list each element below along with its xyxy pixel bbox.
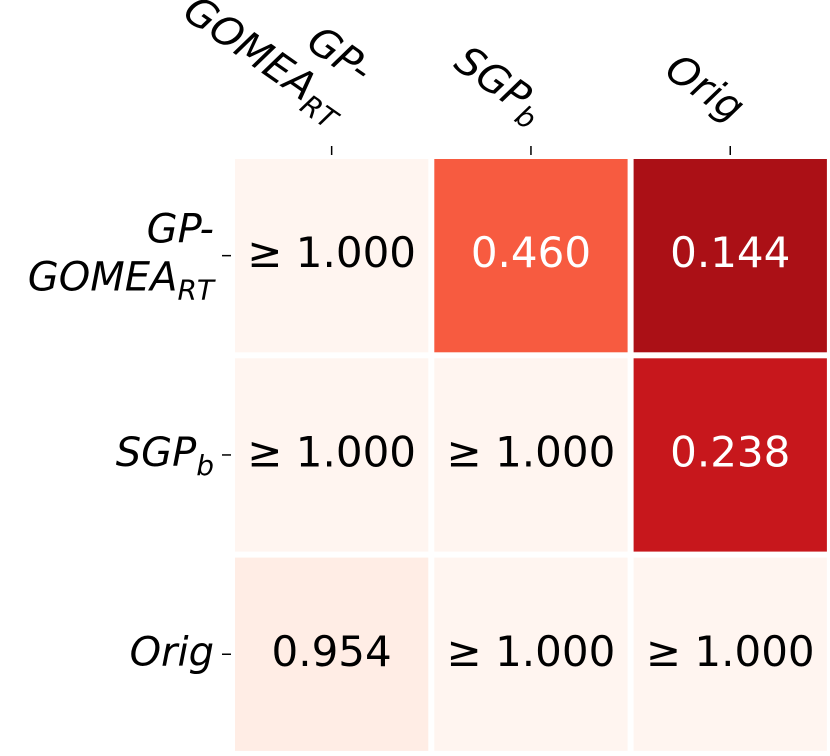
cell-label: ≥ 1.000 [447,427,616,476]
cell-label: 0.460 [471,228,591,277]
y-tick-label: SGPb [116,430,214,482]
y-tick-label-group: Orig [130,629,214,675]
cell-label: ≥ 1.000 [646,627,815,676]
y-tick-label-group: SGPb [116,430,214,482]
cell [235,358,429,552]
cell [434,358,628,552]
cell [633,358,827,552]
x-tick-label-group: Orig [657,45,753,131]
x-tick-label: Orig [657,45,753,131]
cell [633,557,827,751]
x-tick-label: SGPb [443,37,553,136]
x-tick-label: GP-GOMEART [172,0,382,137]
cell-label: ≥ 1.000 [247,228,416,277]
cell-label: ≥ 1.000 [247,427,416,476]
y-tick-label: GP-GOMEART [28,207,216,307]
cell-label: 0.954 [272,627,392,676]
y-tick-label-group: GP-GOMEART [28,207,216,307]
cell [434,557,628,751]
cell-label: ≥ 1.000 [447,627,616,676]
y-tick-label: Orig [130,629,214,675]
cell-label: 0.238 [670,427,790,476]
x-tick-label-group: SGPb [443,37,553,136]
cell [633,159,827,353]
x-tick-label-group: GP-GOMEART [172,0,382,137]
cell [235,159,429,353]
cell [235,557,429,751]
cell [434,159,628,353]
cell-label: 0.144 [670,228,790,277]
